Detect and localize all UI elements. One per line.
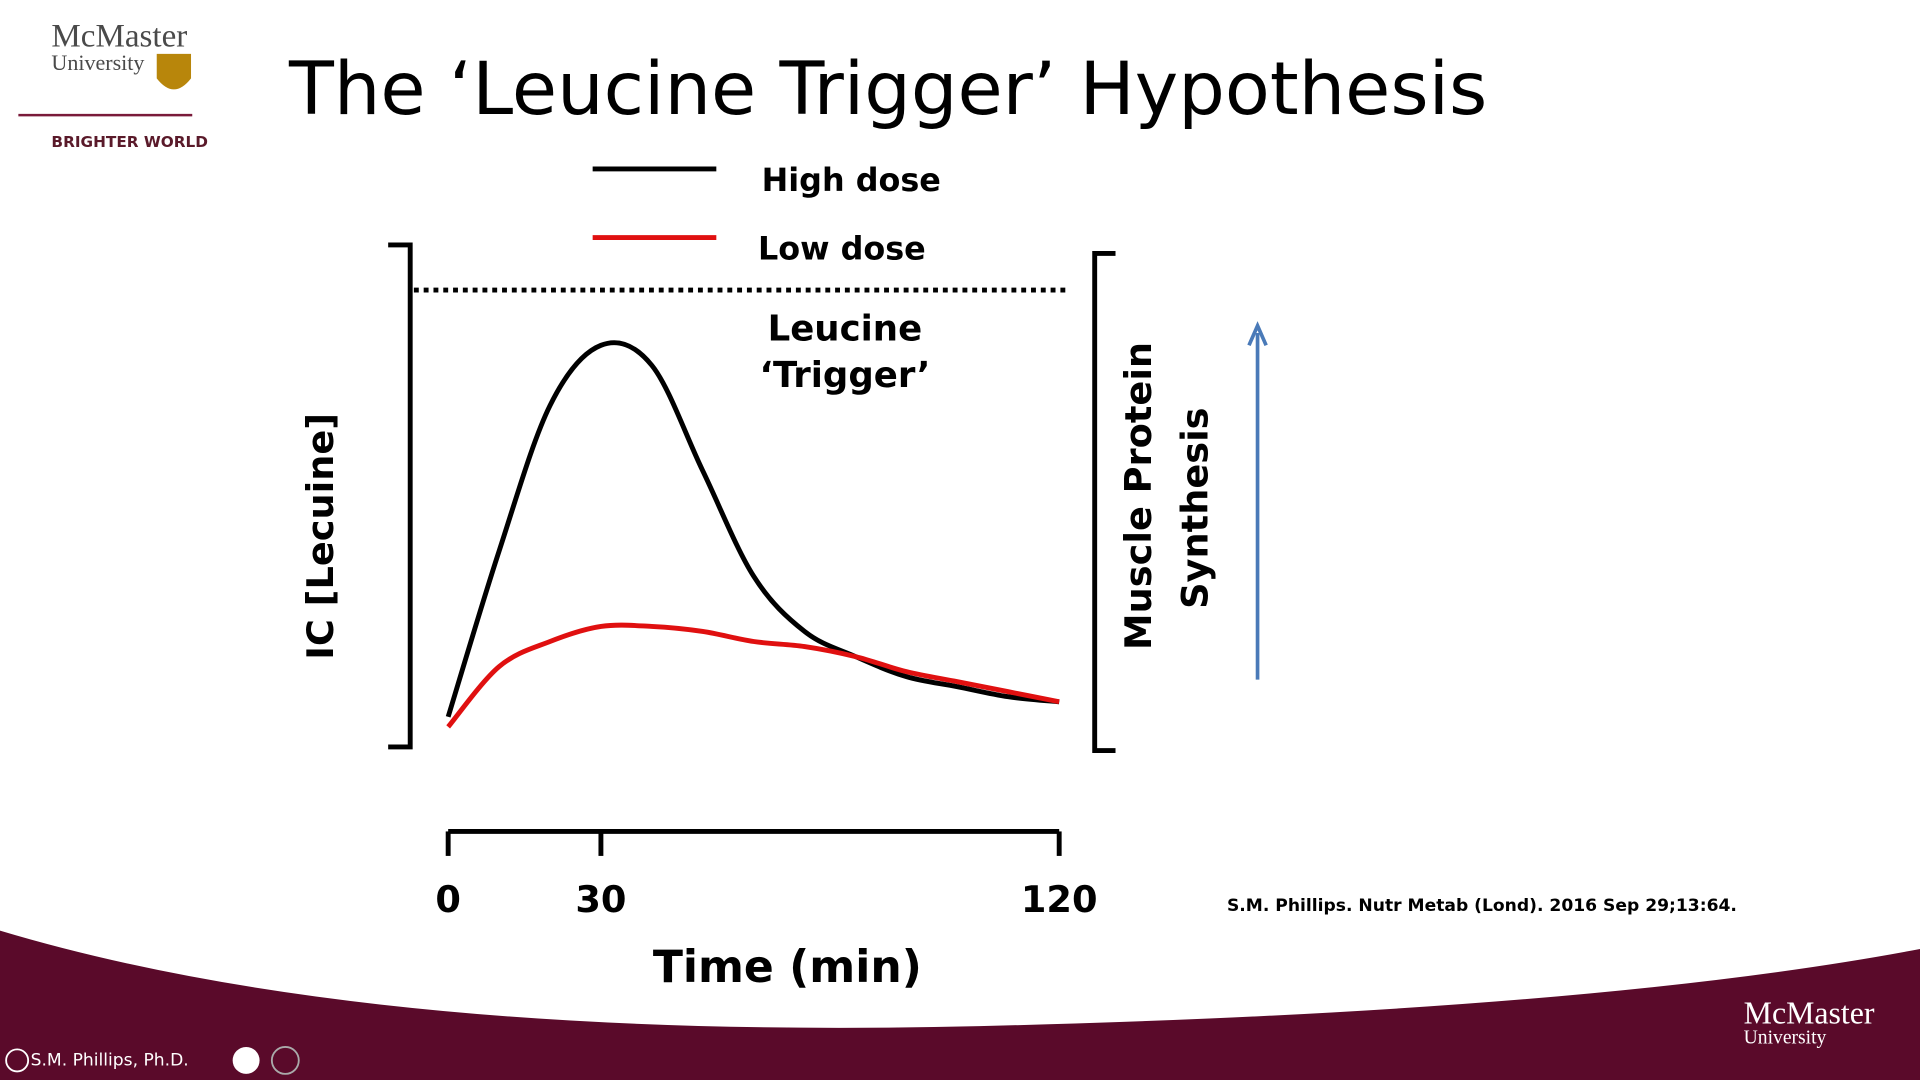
- logo-crest: [156, 53, 192, 90]
- mic-button[interactable]: [5, 1048, 30, 1073]
- trigger-label: Leucine: [768, 308, 923, 349]
- footer-band: [0, 930, 1920, 1080]
- logo-tagline: BRIGHTER WORLD: [51, 133, 208, 151]
- more-button[interactable]: [270, 1046, 300, 1075]
- arrow-head: [1247, 321, 1268, 347]
- y2-axis-label: Muscle Protein: [1117, 342, 1160, 650]
- legend-label: Low dose: [758, 230, 926, 268]
- series-line: [445, 340, 1060, 718]
- x-tick-label: 0: [435, 878, 461, 921]
- footer-logo-unit: University: [1744, 1027, 1827, 1048]
- citation: S.M. Phillips. Nutr Metab (Lond). 2016 S…: [1227, 896, 1737, 916]
- footer-logo-name: McMaster: [1744, 996, 1875, 1031]
- camera-button[interactable]: [232, 1046, 260, 1074]
- x-axis-label: Time (min): [653, 942, 922, 993]
- presenter-name: S.M. Phillips, Ph.D.: [31, 1050, 189, 1070]
- slide-title: The ‘Leucine Trigger’ Hypothesis: [288, 47, 1487, 132]
- left-bracket: [388, 242, 413, 750]
- x-tick-label: 30: [575, 878, 626, 921]
- logo-unit: University: [51, 50, 144, 75]
- y-axis-label: IC [Lecuine]: [299, 413, 342, 660]
- y2-axis-label: Synthesis: [1173, 407, 1216, 608]
- trigger-label: ‘Trigger’: [759, 355, 930, 396]
- series-line: [446, 622, 1060, 729]
- right-bracket: [1092, 251, 1116, 754]
- x-tick-label: 120: [1021, 878, 1098, 921]
- legend-label: High dose: [762, 161, 941, 199]
- logo-name: McMaster: [51, 19, 187, 55]
